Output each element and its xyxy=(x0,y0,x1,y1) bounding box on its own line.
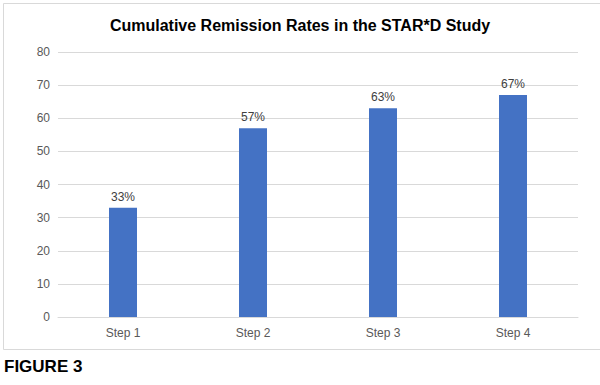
svg-text:0: 0 xyxy=(43,310,50,324)
svg-text:70: 70 xyxy=(37,78,51,92)
svg-text:50: 50 xyxy=(37,144,51,158)
svg-text:10: 10 xyxy=(37,277,51,291)
svg-text:FIGURE 3: FIGURE 3 xyxy=(4,357,82,376)
svg-text:60: 60 xyxy=(37,111,51,125)
svg-text:Step 1: Step 1 xyxy=(106,326,141,340)
svg-text:63%: 63% xyxy=(371,90,395,104)
svg-text:20: 20 xyxy=(37,244,51,258)
svg-text:Step 4: Step 4 xyxy=(496,326,531,340)
svg-text:80: 80 xyxy=(37,45,51,59)
svg-text:Step 2: Step 2 xyxy=(236,326,271,340)
svg-text:67%: 67% xyxy=(501,77,525,91)
svg-text:Step 3: Step 3 xyxy=(366,326,401,340)
svg-text:33%: 33% xyxy=(111,190,135,204)
svg-text:Cumulative Remission Rates in: Cumulative Remission Rates in the STAR*D… xyxy=(110,17,490,34)
svg-text:40: 40 xyxy=(37,178,51,192)
svg-text:57%: 57% xyxy=(241,110,265,124)
svg-text:30: 30 xyxy=(37,211,51,225)
